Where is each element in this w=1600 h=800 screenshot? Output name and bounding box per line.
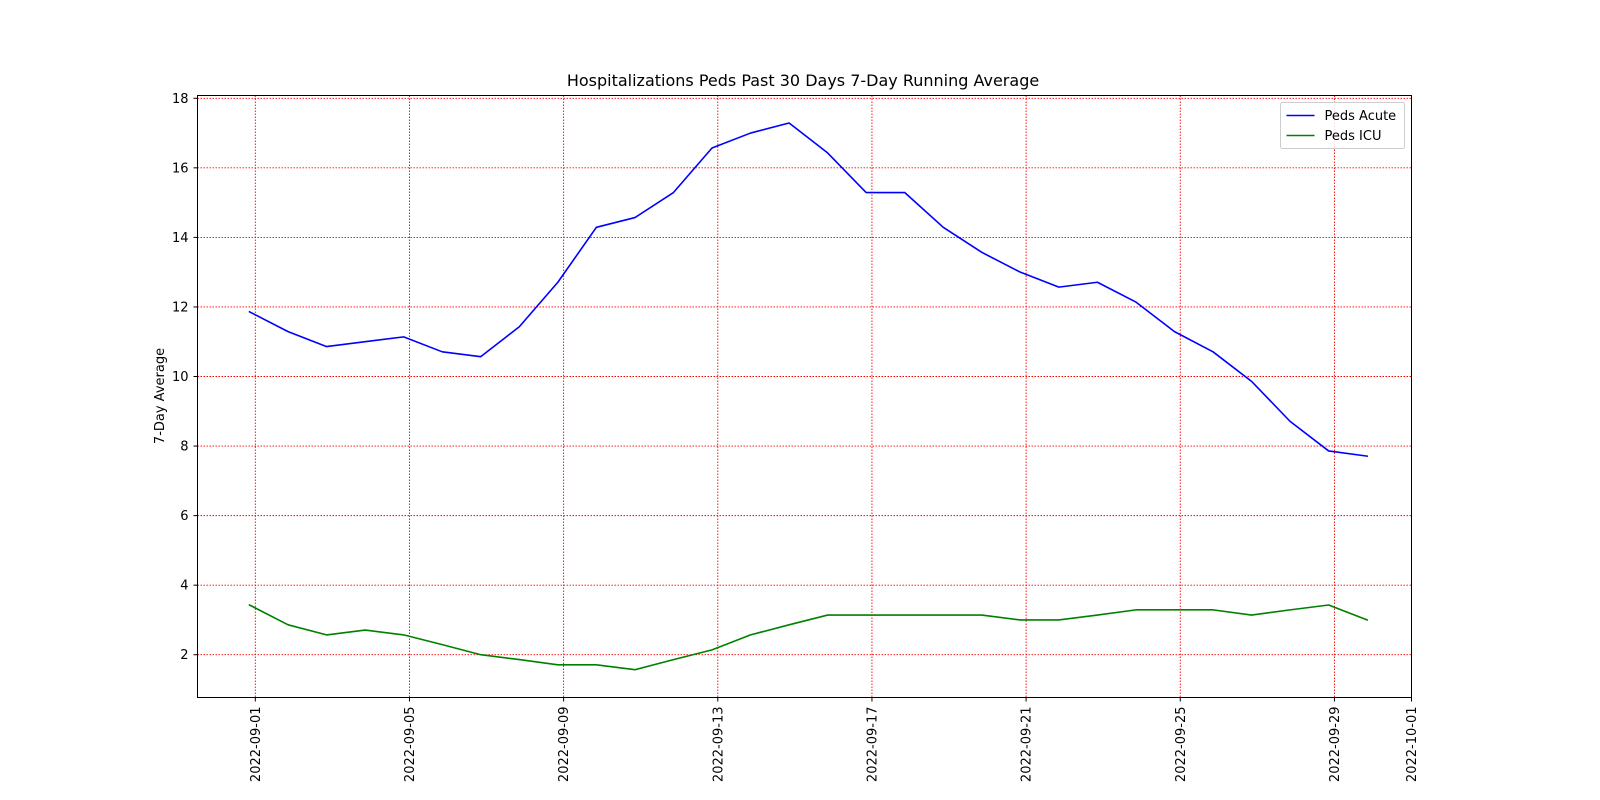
- y-tick-label: 14: [172, 231, 189, 246]
- legend: Peds Acute Peds ICU: [1280, 102, 1405, 149]
- x-tick-label: 2022-09-29: [1328, 707, 1343, 783]
- x-tick-label: 2022-09-17: [865, 707, 880, 783]
- legend-box: [1280, 102, 1405, 149]
- x-tick-label: 2022-09-25: [1174, 707, 1189, 783]
- plot-frame: [197, 95, 1412, 698]
- series-line-peds-acute: [248, 122, 1369, 458]
- y-tick-label: 2: [180, 648, 188, 663]
- x-tick-label: 2022-09-09: [557, 707, 572, 783]
- x-tick-label: 2022-10-01: [1405, 707, 1420, 783]
- axis-ticks: 2 4 6 8 10 12 14 16 18 2022-09-01 2022-09-05 2022-0…: [172, 92, 1420, 782]
- legend-label-peds-acute: Peds Acute: [1325, 109, 1397, 124]
- chart-title: Hospitalizations Peds Past 30 Days 7-Day…: [567, 71, 1039, 90]
- x-tick-label: 2022-09-21: [1020, 707, 1035, 783]
- y-tick-label: 4: [180, 579, 188, 594]
- y-axis-label: 7-Day Average: [153, 348, 168, 444]
- x-tick-label: 2022-09-13: [711, 707, 726, 783]
- grid: [197, 95, 1412, 698]
- x-tick-label: 2022-09-01: [249, 707, 264, 783]
- x-tick-label: 2022-09-05: [403, 707, 418, 783]
- y-tick-label: 16: [172, 161, 189, 176]
- y-tick-label: 10: [172, 370, 189, 385]
- y-tick-label: 6: [180, 509, 188, 524]
- legend-label-peds-icu: Peds ICU: [1325, 129, 1382, 144]
- series-line-peds-icu: [248, 603, 1369, 671]
- y-tick-label: 12: [172, 300, 189, 315]
- y-tick-label: 8: [180, 440, 188, 455]
- y-tick-label: 18: [172, 92, 189, 107]
- series-lines: [248, 122, 1369, 671]
